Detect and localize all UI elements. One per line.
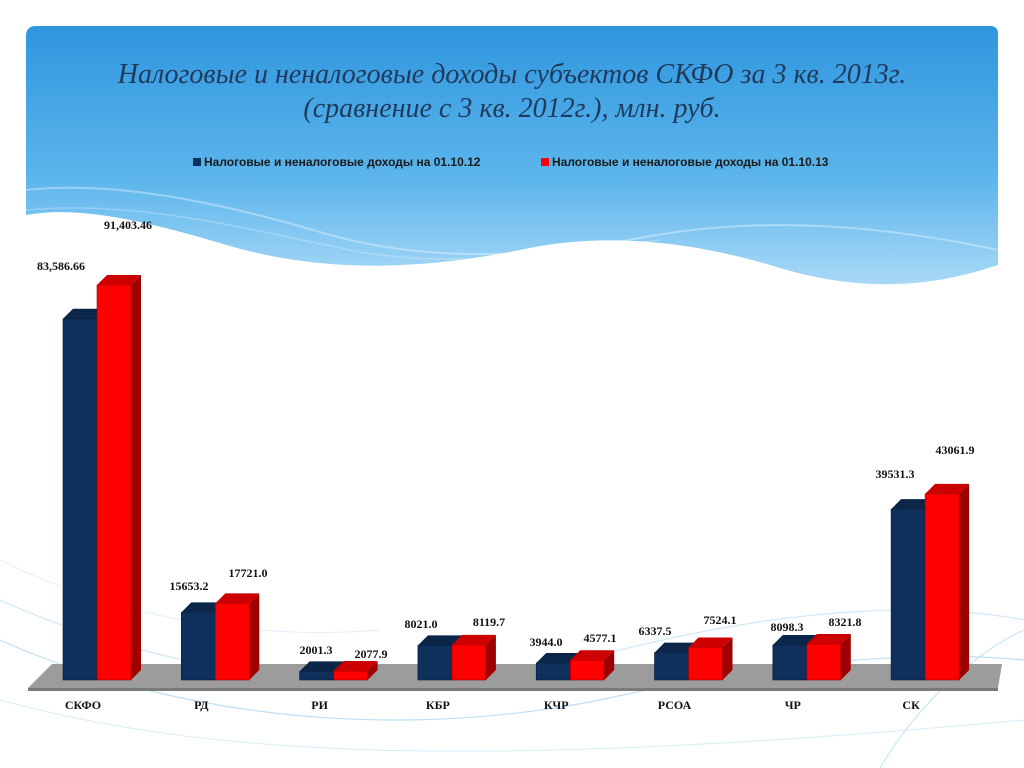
bar-РД-2013 <box>215 603 250 681</box>
value-label-ЧР-2012: 8098.3 <box>771 620 804 634</box>
bar-top-РСОА-2012 <box>654 642 699 653</box>
bar-side-РСОА-2013 <box>722 637 733 680</box>
bar-КЧР-2013 <box>569 659 605 681</box>
legend-label-2013: Налоговые и неналоговые доходы на 01.10.… <box>552 155 829 169</box>
category-label-СК: СК <box>902 698 920 712</box>
legend-swatch-2012 <box>193 158 201 166</box>
value-label-РД-2013: 17721.0 <box>229 566 268 580</box>
value-label-КЧР-2013: 4577.1 <box>584 631 617 645</box>
bar-top-ЧР-2012 <box>772 635 817 646</box>
bar-РД-2012 <box>181 612 216 681</box>
chart-floor <box>28 664 1002 688</box>
value-label-КБР-2013: 8119.7 <box>473 615 505 629</box>
value-label-СК-2013: 43061.9 <box>936 443 975 457</box>
value-label-КЧР-2012: 3944.0 <box>530 635 563 649</box>
bar-top-СК-2012 <box>891 499 936 510</box>
bar-СК-2012 <box>890 508 926 681</box>
legend-label-2012: Налоговые и неналоговые доходы на 01.10.… <box>204 155 481 169</box>
value-label-РСОА-2013: 7524.1 <box>704 613 737 627</box>
bar-top-РД-2012 <box>181 602 226 613</box>
bar-side-РД-2013 <box>249 593 260 680</box>
value-label-СКФО-2013: 91,403.46 <box>104 218 152 232</box>
bar-top-СК-2013 <box>925 483 970 494</box>
bar-РИ-2012 <box>299 671 334 681</box>
bar-top-КБР-2012 <box>417 635 462 646</box>
bar-КБР-2012 <box>417 645 453 681</box>
category-label-РД: РД <box>194 698 209 712</box>
value-label-РИ-2012: 2001.3 <box>300 643 333 657</box>
category-label-ЧР: ЧР <box>785 698 801 712</box>
category-label-КЧР: КЧР <box>544 698 569 712</box>
bar-side-КБР-2013 <box>485 634 496 680</box>
bar-side-ЧР-2013 <box>840 634 851 680</box>
bar-top-СКФО-2013 <box>97 275 141 285</box>
bar-top-РД-2013 <box>215 593 260 604</box>
chart-title: Налоговые и неналоговые доходы субъектов… <box>60 58 964 126</box>
bar-top-СКФО-2012 <box>63 308 107 319</box>
chart-floor-edge <box>28 688 998 691</box>
title-line-1: Налоговые и неналоговые доходы субъектов… <box>117 59 907 90</box>
value-label-СКФО-2012: 83,586.66 <box>37 259 85 273</box>
category-label-РСОА: РСОА <box>658 698 692 712</box>
bar-side-РИ-2013 <box>367 661 378 680</box>
value-label-РИ-2013: 2077.9 <box>355 647 388 661</box>
bar-РСОА-2013 <box>688 647 723 681</box>
title-line-2: (сравнение с 3 кв. 2012г.), млн. руб. <box>303 93 721 124</box>
bar-РИ-2013 <box>333 670 368 681</box>
bar-СК-2013 <box>924 493 960 681</box>
bar-top-КБР-2013 <box>451 634 496 645</box>
value-label-ЧР-2013: 8321.8 <box>829 615 862 629</box>
bar-top-РИ-2013 <box>333 661 378 672</box>
value-label-РД-2012: 15653.2 <box>170 579 209 593</box>
bar-top-КЧР-2013 <box>570 650 615 661</box>
bar-top-КЧР-2012 <box>536 652 581 663</box>
bar-ЧР-2012 <box>772 644 808 681</box>
bar-top-РСОА-2013 <box>688 637 733 648</box>
legend-item-2012: Налоговые и неналоговые доходы на 01.10.… <box>193 155 480 169</box>
category-label-КБР: КБР <box>426 698 450 712</box>
bar-top-РИ-2012 <box>299 661 344 672</box>
bar-ЧР-2013 <box>806 643 842 681</box>
bar-side-СК-2013 <box>959 483 970 680</box>
category-label-СКФО: СКФО <box>65 698 101 712</box>
category-label-РИ: РИ <box>311 698 328 712</box>
bar-top-ЧР-2013 <box>806 634 851 645</box>
bar-КБР-2013 <box>451 644 487 681</box>
bar-КЧР-2012 <box>535 662 571 681</box>
value-label-СК-2012: 39531.3 <box>876 467 915 481</box>
bar-side-СКФО-2013 <box>131 275 141 680</box>
value-label-РСОА-2012: 6337.5 <box>639 624 672 638</box>
value-label-КБР-2012: 8021.0 <box>405 617 438 631</box>
legend-item-2013: Налоговые и неналоговые доходы на 01.10.… <box>541 155 828 169</box>
bar-side-КЧР-2013 <box>604 650 615 680</box>
bar-СКФО-2012 <box>62 318 98 681</box>
legend-swatch-2013 <box>541 158 549 166</box>
bar-СКФО-2013 <box>96 284 132 681</box>
bar-РСОА-2012 <box>654 652 689 681</box>
